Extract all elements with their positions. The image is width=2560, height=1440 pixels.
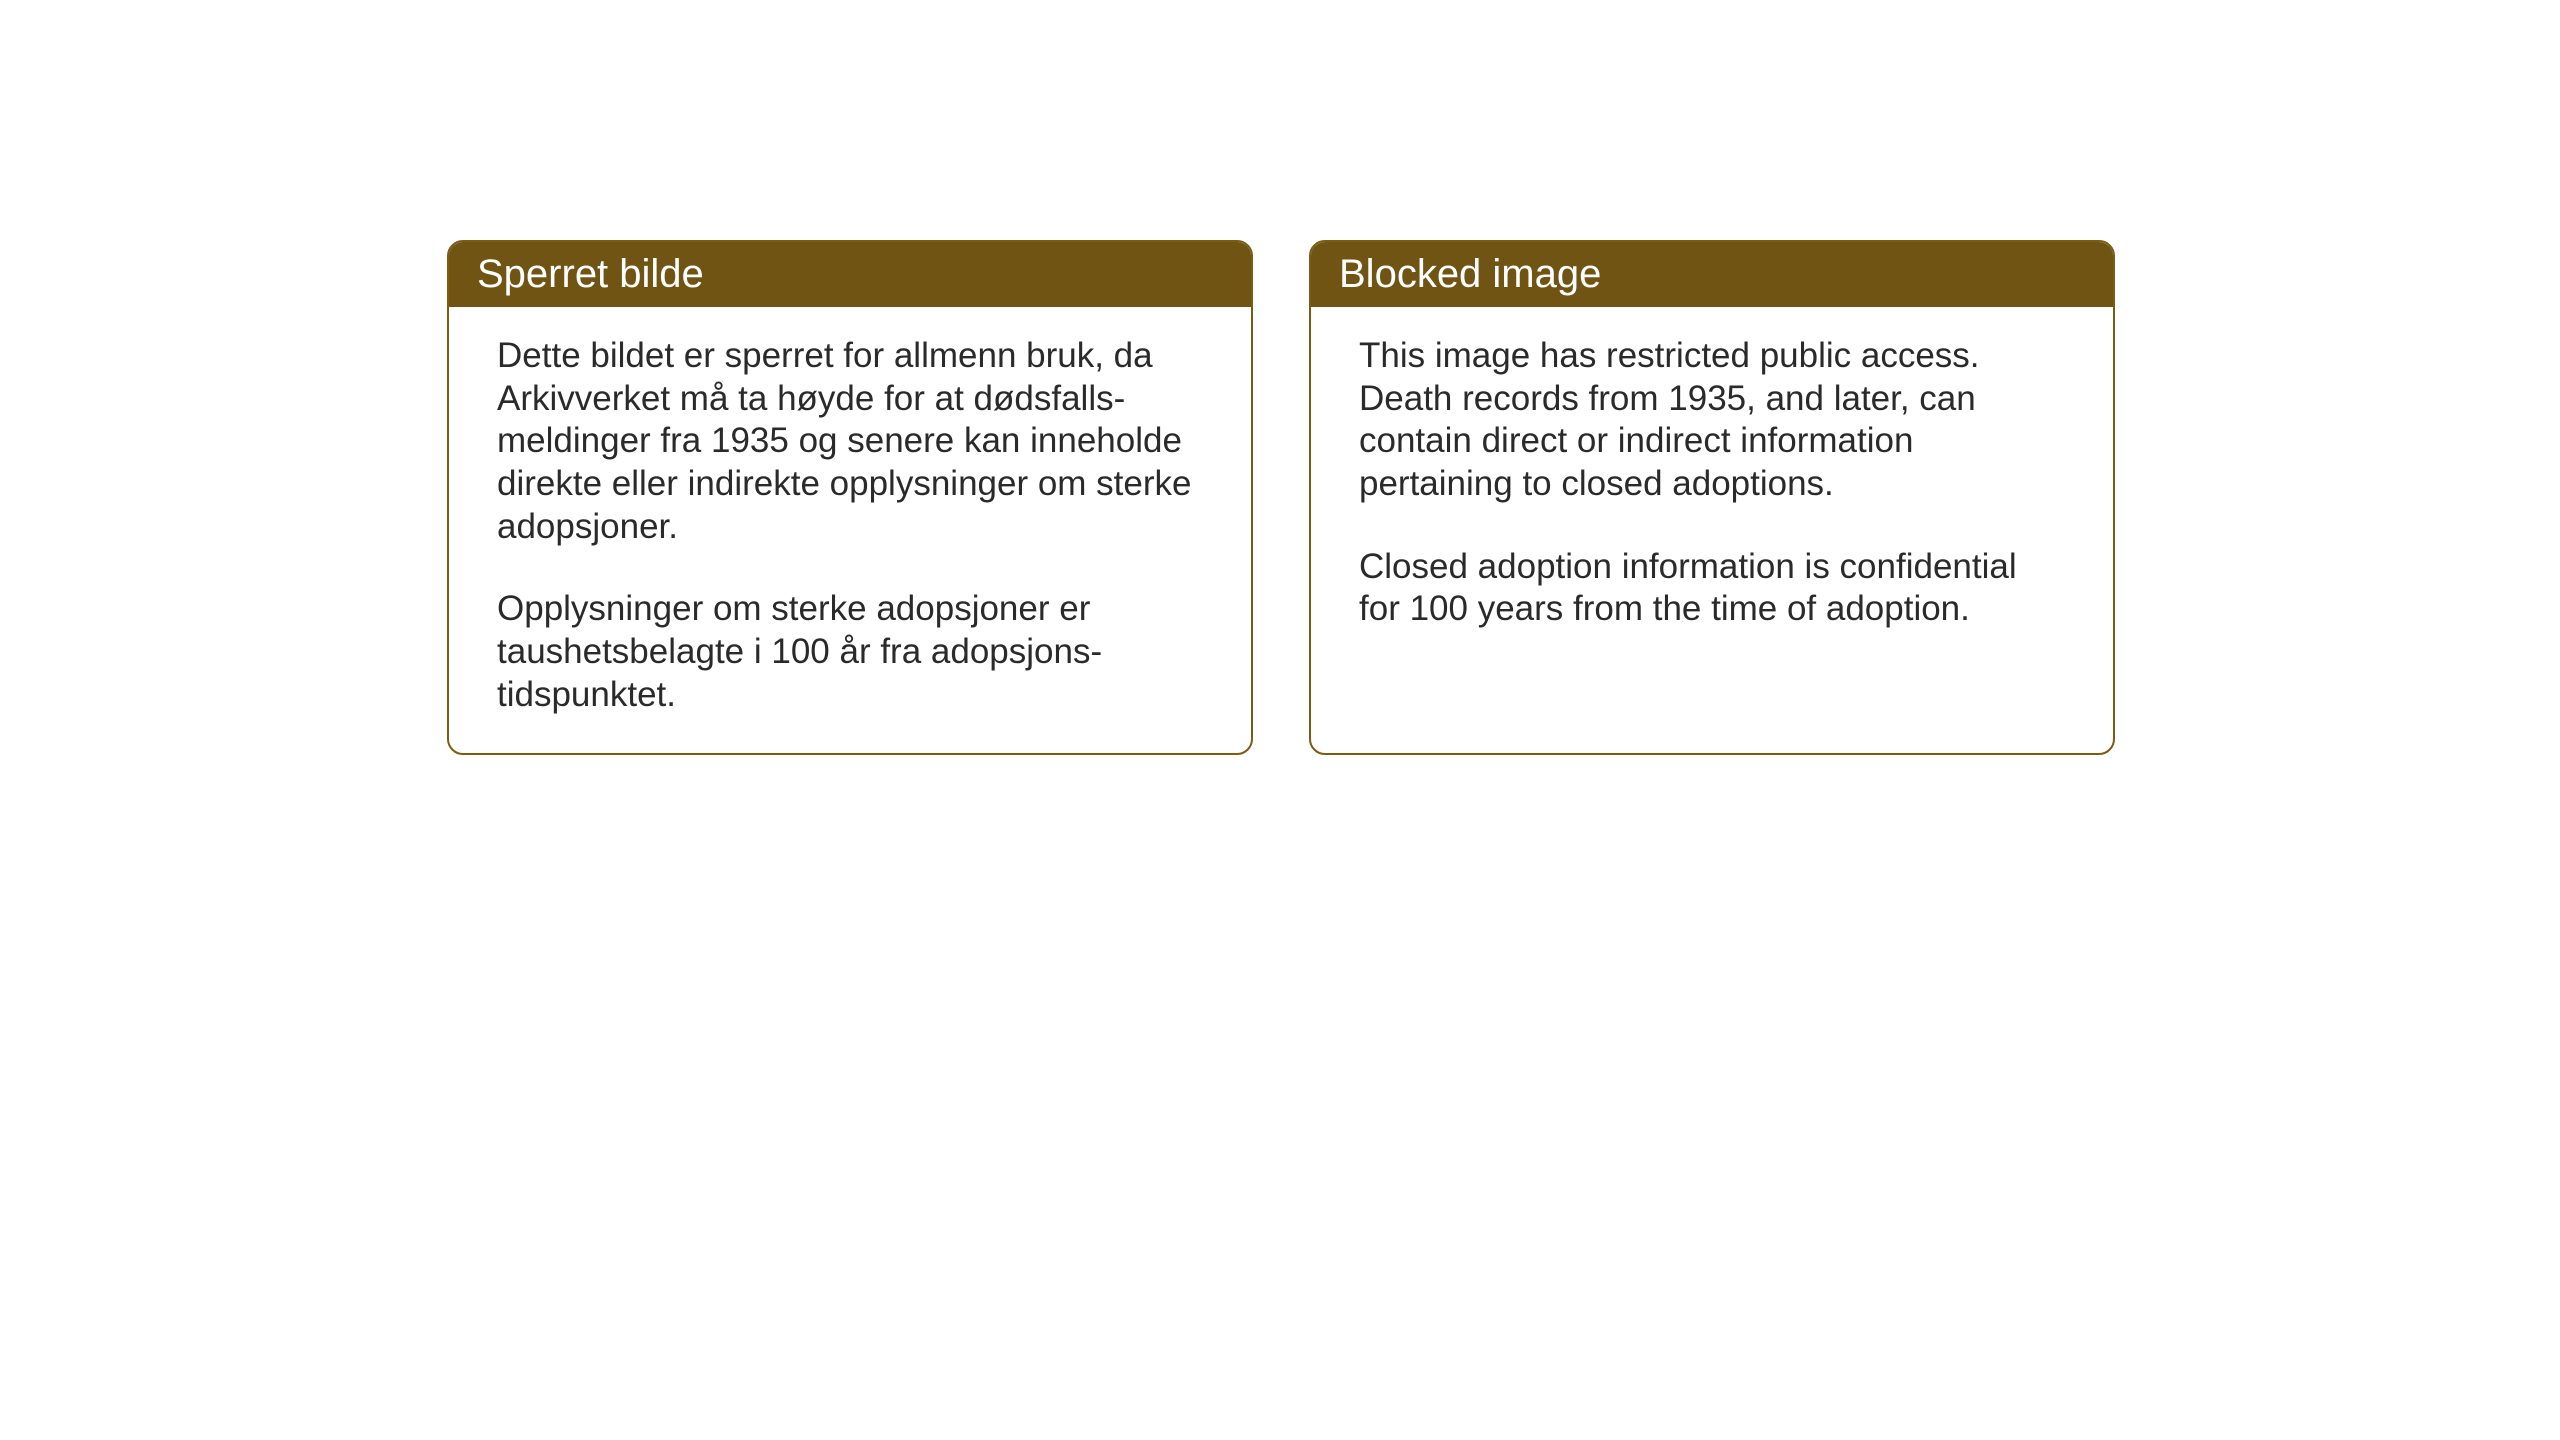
card-header-norwegian: Sperret bilde	[449, 242, 1251, 307]
card-header-english: Blocked image	[1311, 242, 2113, 307]
notice-card-english: Blocked image This image has restricted …	[1309, 240, 2115, 755]
card-paragraph: This image has restricted public access.…	[1359, 335, 2065, 506]
notice-card-norwegian: Sperret bilde Dette bildet er sperret fo…	[447, 240, 1253, 755]
card-paragraph: Closed adoption information is confident…	[1359, 546, 2065, 631]
card-paragraph: Dette bildet er sperret for allmenn bruk…	[497, 335, 1203, 548]
card-body-english: This image has restricted public access.…	[1311, 307, 2113, 667]
notice-container: Sperret bilde Dette bildet er sperret fo…	[447, 240, 2115, 755]
card-body-norwegian: Dette bildet er sperret for allmenn bruk…	[449, 307, 1251, 753]
card-paragraph: Opplysninger om sterke adopsjoner er tau…	[497, 588, 1203, 716]
